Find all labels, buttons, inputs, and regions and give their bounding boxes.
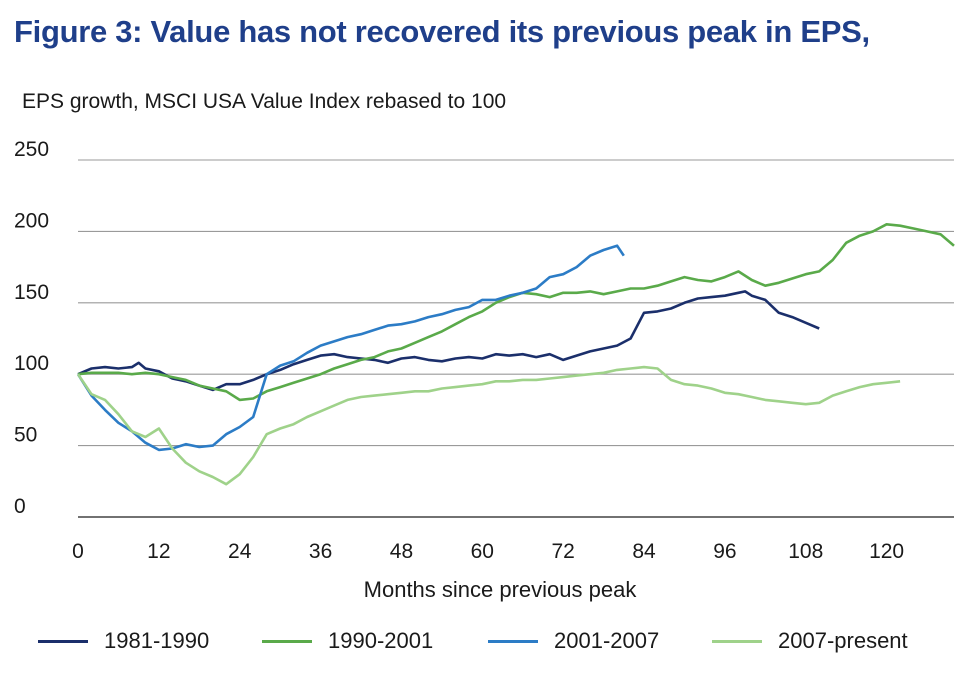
series-line-1990-2001 <box>77 223 955 402</box>
x-tick-label: 48 <box>390 540 413 563</box>
chart-title: Figure 3: Value has not recovered its pr… <box>14 14 870 49</box>
x-tick-label: 72 <box>551 540 574 563</box>
series-line-2007-present <box>76 365 901 486</box>
legend-item: 2007-present <box>712 624 908 658</box>
grid-lines <box>78 159 954 518</box>
series-lines <box>76 223 955 486</box>
x-tick-label: 60 <box>471 540 494 563</box>
legend-item: 1981-1990 <box>38 624 209 658</box>
y-tick-label: 150 <box>14 281 49 304</box>
series-line-1981-1990 <box>77 290 820 392</box>
x-tick-label: 96 <box>713 540 736 563</box>
legend-swatch <box>38 639 88 643</box>
y-tick-label: 0 <box>14 495 26 518</box>
x-tick-label: 24 <box>228 540 252 563</box>
legend-item: 1990-2001 <box>262 624 433 658</box>
legend-item: 2001-2007 <box>488 624 659 658</box>
legend-swatch <box>262 639 312 643</box>
legend-label: 2007-present <box>778 628 908 653</box>
x-tick-label: 12 <box>147 540 170 563</box>
y-axis-ticks: 0 50 100 150 200 250 <box>14 138 49 518</box>
legend-swatch <box>712 639 762 643</box>
x-tick-label: 84 <box>632 540 656 563</box>
legend-label: 2001-2007 <box>554 628 660 653</box>
legend-label: 1981-1990 <box>104 628 210 653</box>
x-tick-label: 108 <box>788 540 823 563</box>
x-tick-label: 36 <box>309 540 332 563</box>
x-tick-label: 0 <box>72 540 84 563</box>
chart-legend: 1981-1990 1990-2001 2001-2007 2007-present <box>0 624 968 660</box>
y-tick-label: 50 <box>14 424 37 447</box>
y-tick-label: 100 <box>14 352 49 375</box>
y-tick-label: 250 <box>14 138 49 161</box>
legend-label: 1990-2001 <box>328 628 434 653</box>
series-line-2001-2007 <box>76 244 625 452</box>
legend-swatch <box>488 639 538 643</box>
y-tick-label: 200 <box>14 209 49 232</box>
x-axis-ticks: 0 12 24 36 48 60 72 84 96 108 120 <box>72 540 904 563</box>
chart-subtitle: EPS growth, MSCI USA Value Index rebased… <box>22 90 507 113</box>
x-axis-label: Months since previous peak <box>364 577 638 602</box>
x-tick-label: 120 <box>869 540 904 563</box>
